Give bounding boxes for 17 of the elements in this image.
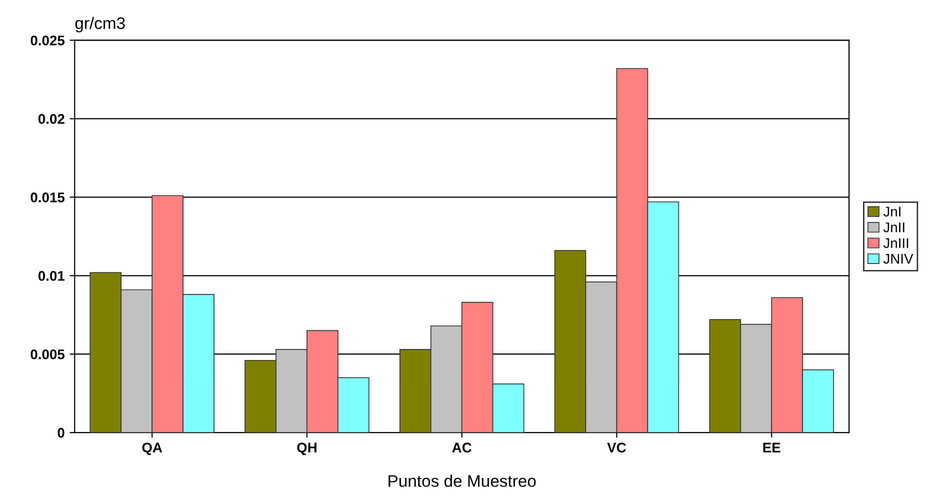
legend-label: JnI <box>883 206 900 217</box>
x-tick-label: VC <box>607 442 626 453</box>
y-tick-label: 0.025 <box>30 36 65 46</box>
y-tick-label: 0.005 <box>30 349 65 360</box>
x-tick-label: QA <box>142 442 162 456</box>
x-tick-label: QH <box>297 442 316 456</box>
y-axis-title: gr/cm3 <box>75 16 125 32</box>
y-tick-label: 0 <box>58 428 64 438</box>
y-tick-label: 0.02 <box>38 114 64 124</box>
y-tick-label: 0.015 <box>30 192 65 202</box>
x-tick-label: AC <box>452 442 472 453</box>
legend-label: JnII <box>883 222 904 232</box>
legend-label: JNIV <box>883 254 914 264</box>
legend-label: JnIII <box>883 238 908 248</box>
x-axis-title: Puntos de Muestreo <box>388 474 536 487</box>
x-tick-label: EE <box>763 442 780 452</box>
y-tick-label: 0.01 <box>38 270 65 281</box>
